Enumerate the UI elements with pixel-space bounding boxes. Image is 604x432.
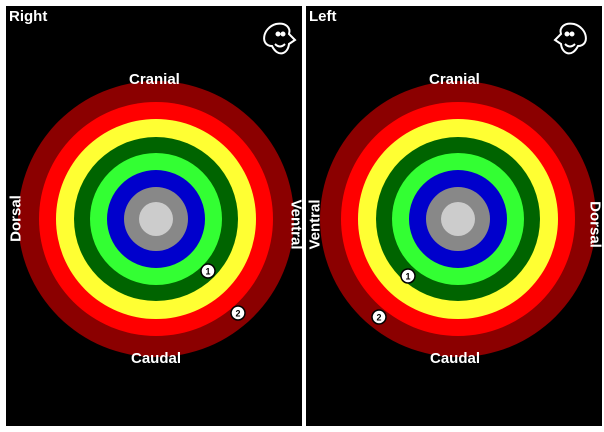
face-facing-right-icon xyxy=(263,22,297,55)
target-diagram-left: 1 2 xyxy=(320,22,596,357)
panel-right-eye: 1 2 Right Cranial Caudal Dorsal Ventral xyxy=(6,6,302,426)
side-label: Left xyxy=(309,8,337,25)
center-disc xyxy=(441,202,475,236)
dorsal-label: Dorsal xyxy=(586,201,603,248)
marker-label: 2 xyxy=(376,313,381,323)
center-disc xyxy=(139,202,173,236)
marker-2-right: 2 xyxy=(230,305,246,321)
marker-2-left: 2 xyxy=(371,309,387,325)
rings-right xyxy=(18,81,294,357)
marker-1-right: 1 xyxy=(200,263,216,279)
caudal-label: Caudal xyxy=(131,350,182,367)
marker-label: 1 xyxy=(205,267,210,277)
side-label: Right xyxy=(9,8,48,25)
panel-left-eye: 1 2 Left Cranial Caudal Ventral Dorsal xyxy=(306,6,602,426)
marker-label: 1 xyxy=(405,272,410,282)
dorsal-label: Dorsal xyxy=(7,195,25,242)
rings-left xyxy=(320,81,596,357)
target-diagram-right: 1 2 xyxy=(18,22,297,357)
face-facing-left-icon xyxy=(553,22,587,55)
ventral-label: Ventral xyxy=(287,199,303,250)
ventral-label: Ventral xyxy=(306,199,324,250)
cranial-label: Cranial xyxy=(429,71,480,88)
marker-label: 2 xyxy=(235,309,240,319)
cranial-label: Cranial xyxy=(129,71,180,88)
caudal-label: Caudal xyxy=(430,350,481,367)
marker-1-left: 1 xyxy=(400,268,416,284)
